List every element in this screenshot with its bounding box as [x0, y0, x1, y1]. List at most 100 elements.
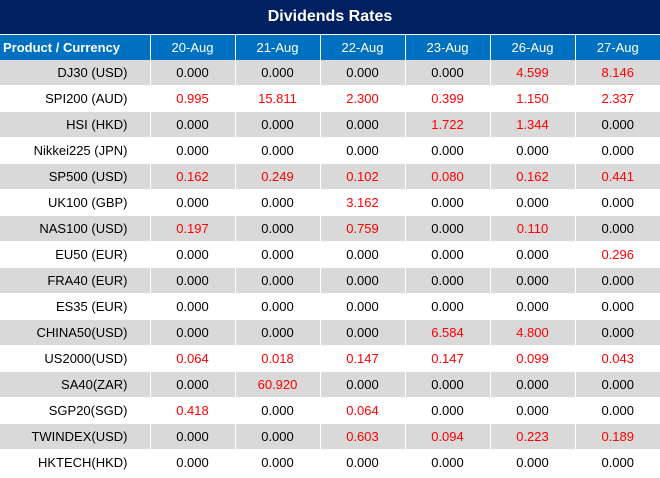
rate-cell: 0.000 [575, 137, 660, 164]
rate-cell: 0.000 [575, 267, 660, 294]
rate-cell: 0.000 [150, 137, 236, 164]
rate-cell: 0.000 [320, 319, 406, 346]
rate-cell: 1.150 [490, 85, 576, 112]
rate-cell: 0.000 [405, 241, 491, 268]
rate-cell: 0.000 [405, 397, 491, 424]
rate-cell: 0.000 [235, 111, 321, 138]
rate-cell: 0.000 [490, 241, 576, 268]
product-cell: FRA40 (EUR) [0, 267, 151, 294]
rate-cell: 0.000 [235, 215, 321, 242]
table-row: CHINA50(USD) 0.000 0.000 0.000 6.584 4.800 0.0… [0, 319, 660, 346]
date-header: 21-Aug [235, 35, 321, 60]
rate-cell: 0.000 [150, 293, 236, 320]
rate-cell: 0.018 [235, 345, 321, 372]
rate-cell: 0.000 [150, 189, 236, 216]
rate-cell: 0.064 [320, 397, 406, 424]
rate-cell: 0.000 [575, 319, 660, 346]
rate-cell: 0.000 [235, 241, 321, 268]
rate-cell: 0.418 [150, 397, 236, 424]
product-cell: Nikkei225 (JPN) [0, 137, 151, 164]
rate-cell: 0.995 [150, 85, 236, 112]
rate-cell: 0.000 [150, 449, 236, 476]
rate-cell: 8.146 [575, 60, 660, 86]
table-row: SPI200 (AUD) 0.995 15.811 2.300 0.399 1.150 2.… [0, 85, 660, 112]
product-cell: CHINA50(USD) [0, 319, 151, 346]
rate-cell: 0.000 [150, 267, 236, 294]
rate-cell: 0.000 [405, 137, 491, 164]
rate-cell: 0.189 [575, 423, 660, 450]
rate-cell: 0.000 [490, 293, 576, 320]
rate-cell: 0.000 [490, 371, 576, 398]
rate-cell: 0.147 [405, 345, 491, 372]
table-row: UK100 (GBP) 0.000 0.000 3.162 0.000 0.000 0.00… [0, 189, 660, 216]
rate-cell: 0.000 [405, 60, 491, 86]
rate-cell: 0.000 [235, 189, 321, 216]
rate-cell: 0.147 [320, 345, 406, 372]
rate-cell: 0.000 [405, 189, 491, 216]
rate-cell: 0.110 [490, 215, 576, 242]
table-title: Dividends Rates [0, 0, 660, 35]
rate-cell: 0.000 [150, 371, 236, 398]
rate-cell: 0.162 [150, 163, 236, 190]
product-cell: DJ30 (USD) [0, 60, 151, 86]
rate-cell: 0.000 [320, 267, 406, 294]
table-row: SA40(ZAR) 0.000 60.920 0.000 0.000 0.000 0.000 [0, 371, 660, 398]
date-header: 22-Aug [320, 35, 406, 60]
product-cell: US2000(USD) [0, 345, 151, 372]
rate-cell: 0.603 [320, 423, 406, 450]
product-cell: ES35 (EUR) [0, 293, 151, 320]
rate-cell: 3.162 [320, 189, 406, 216]
table-row: SGP20(SGD) 0.418 0.000 0.064 0.000 0.000 0.000 [0, 397, 660, 424]
product-cell: UK100 (GBP) [0, 189, 151, 216]
rate-cell: 1.344 [490, 111, 576, 138]
rate-cell: 0.000 [235, 267, 321, 294]
rate-cell: 0.441 [575, 163, 660, 190]
rate-cell: 0.000 [235, 449, 321, 476]
date-header: 27-Aug [575, 35, 660, 60]
rate-cell: 0.000 [150, 60, 236, 86]
rate-cell: 6.584 [405, 319, 491, 346]
rate-cell: 0.000 [575, 449, 660, 476]
rate-cell: 0.080 [405, 163, 491, 190]
rate-cell: 0.759 [320, 215, 406, 242]
rate-cell: 0.249 [235, 163, 321, 190]
rate-cell: 0.000 [405, 215, 491, 242]
rate-cell: 15.811 [235, 85, 321, 112]
rate-cell: 0.064 [150, 345, 236, 372]
rate-cell: 0.000 [575, 397, 660, 424]
rate-cell: 0.000 [235, 423, 321, 450]
rate-cell: 0.000 [150, 319, 236, 346]
rate-cell: 0.399 [405, 85, 491, 112]
product-cell: SP500 (USD) [0, 163, 151, 190]
table-row: HSI (HKD) 0.000 0.000 0.000 1.722 1.344 0.000 [0, 111, 660, 138]
rate-cell: 0.000 [320, 241, 406, 268]
rate-cell: 0.000 [320, 137, 406, 164]
product-cell: SA40(ZAR) [0, 371, 151, 398]
rate-cell: 2.337 [575, 85, 660, 112]
rate-cell: 2.300 [320, 85, 406, 112]
rate-cell: 0.000 [575, 111, 660, 138]
rate-cell: 0.000 [235, 397, 321, 424]
rate-cell: 0.000 [235, 60, 321, 86]
date-header: 23-Aug [405, 35, 491, 60]
product-currency-header: Product / Currency [0, 35, 151, 60]
table-row: US2000(USD) 0.064 0.018 0.147 0.147 0.099 0.04… [0, 345, 660, 372]
table-row: ES35 (EUR) 0.000 0.000 0.000 0.000 0.000 0.000 [0, 293, 660, 320]
rate-cell: 0.000 [575, 189, 660, 216]
rate-cell: 0.000 [405, 449, 491, 476]
rate-cell: 4.800 [490, 319, 576, 346]
rate-cell: 0.000 [235, 137, 321, 164]
rate-cell: 0.000 [405, 371, 491, 398]
rate-cell: 0.094 [405, 423, 491, 450]
rate-cell: 0.000 [490, 449, 576, 476]
rate-cell: 0.000 [575, 215, 660, 242]
product-cell: SGP20(SGD) [0, 397, 151, 424]
rate-cell: 0.102 [320, 163, 406, 190]
rate-cell: 0.000 [320, 371, 406, 398]
product-cell: NAS100 (USD) [0, 215, 151, 242]
table-row: FRA40 (EUR) 0.000 0.000 0.000 0.000 0.000 0.00… [0, 267, 660, 294]
rate-cell: 0.000 [320, 293, 406, 320]
rate-cell: 0.296 [575, 241, 660, 268]
table-row: NAS100 (USD) 0.197 0.000 0.759 0.000 0.110 0.0… [0, 215, 660, 242]
